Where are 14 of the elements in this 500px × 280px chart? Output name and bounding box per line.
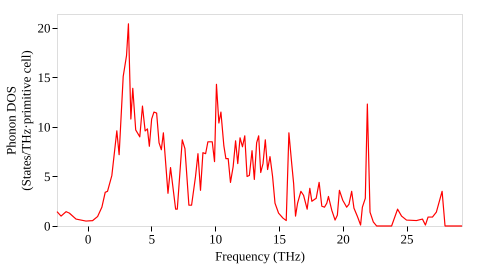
y-tick-label: 5 <box>44 168 50 184</box>
x-tick-label: 0 <box>84 232 92 246</box>
x-tick-label: 15 <box>272 232 286 246</box>
x-tick-label: 25 <box>400 232 414 246</box>
y-tick-label: 0 <box>44 218 50 234</box>
x-axis-title: Frequency (THz) <box>215 248 305 264</box>
y-tick-label: 10 <box>38 119 50 134</box>
y-tick-label: 20 <box>38 20 50 36</box>
x-tick-label: 10 <box>209 232 222 246</box>
x-tick-label: 5 <box>148 232 156 246</box>
y-axis-title: Phonon DOS (States/THz·primitive cell) <box>4 50 34 191</box>
x-tick-label: 20 <box>336 232 350 246</box>
y-tick-label: 15 <box>38 70 50 85</box>
line-series <box>56 23 463 227</box>
